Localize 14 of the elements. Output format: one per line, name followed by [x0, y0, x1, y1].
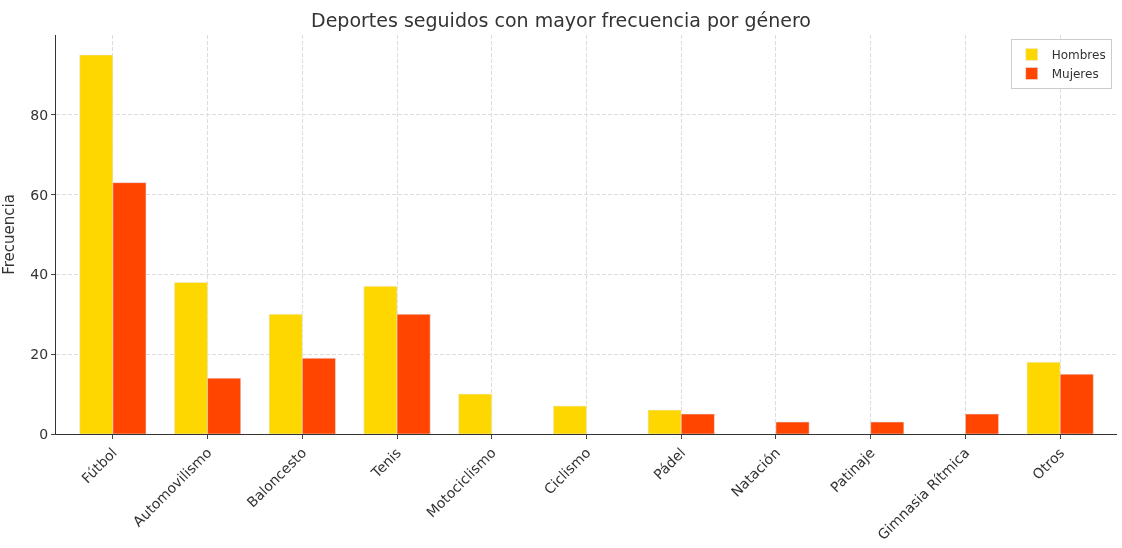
bar	[553, 405, 587, 434]
bar	[870, 421, 905, 434]
y-tick-label: 60	[30, 186, 49, 203]
legend-label: Mujeres	[1051, 67, 1099, 82]
y-tick-label: 20	[30, 346, 49, 363]
bar	[965, 413, 999, 434]
chart-title: Deportes seguidos con mayor frecuencia por género	[311, 9, 811, 31]
y-tick-label: 40	[30, 266, 49, 283]
y-axis-title: Frecuencia	[0, 194, 18, 275]
bar	[775, 421, 810, 434]
legend-label: Hombres	[1051, 48, 1106, 63]
y-tick-label: 0	[39, 425, 49, 442]
y-tick-label: 80	[30, 106, 49, 123]
bar	[458, 393, 493, 434]
